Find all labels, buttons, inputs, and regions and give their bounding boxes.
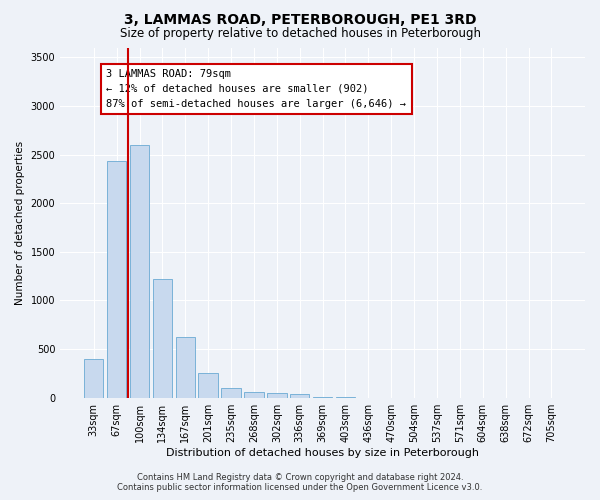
Text: Contains HM Land Registry data © Crown copyright and database right 2024.
Contai: Contains HM Land Registry data © Crown c… [118,473,482,492]
Text: 3 LAMMAS ROAD: 79sqm
← 12% of detached houses are smaller (902)
87% of semi-deta: 3 LAMMAS ROAD: 79sqm ← 12% of detached h… [106,69,406,108]
Text: 3, LAMMAS ROAD, PETERBOROUGH, PE1 3RD: 3, LAMMAS ROAD, PETERBOROUGH, PE1 3RD [124,12,476,26]
Bar [221,388,241,398]
Bar [244,392,263,398]
Bar [130,145,149,398]
Bar [176,338,195,398]
Bar [290,394,310,398]
Bar [84,359,103,398]
Bar [152,279,172,398]
X-axis label: Distribution of detached houses by size in Peterborough: Distribution of detached houses by size … [166,448,479,458]
Text: Size of property relative to detached houses in Peterborough: Size of property relative to detached ho… [119,28,481,40]
Bar [267,393,287,398]
Bar [313,396,332,398]
Bar [107,162,127,398]
Y-axis label: Number of detached properties: Number of detached properties [15,140,25,304]
Bar [199,374,218,398]
